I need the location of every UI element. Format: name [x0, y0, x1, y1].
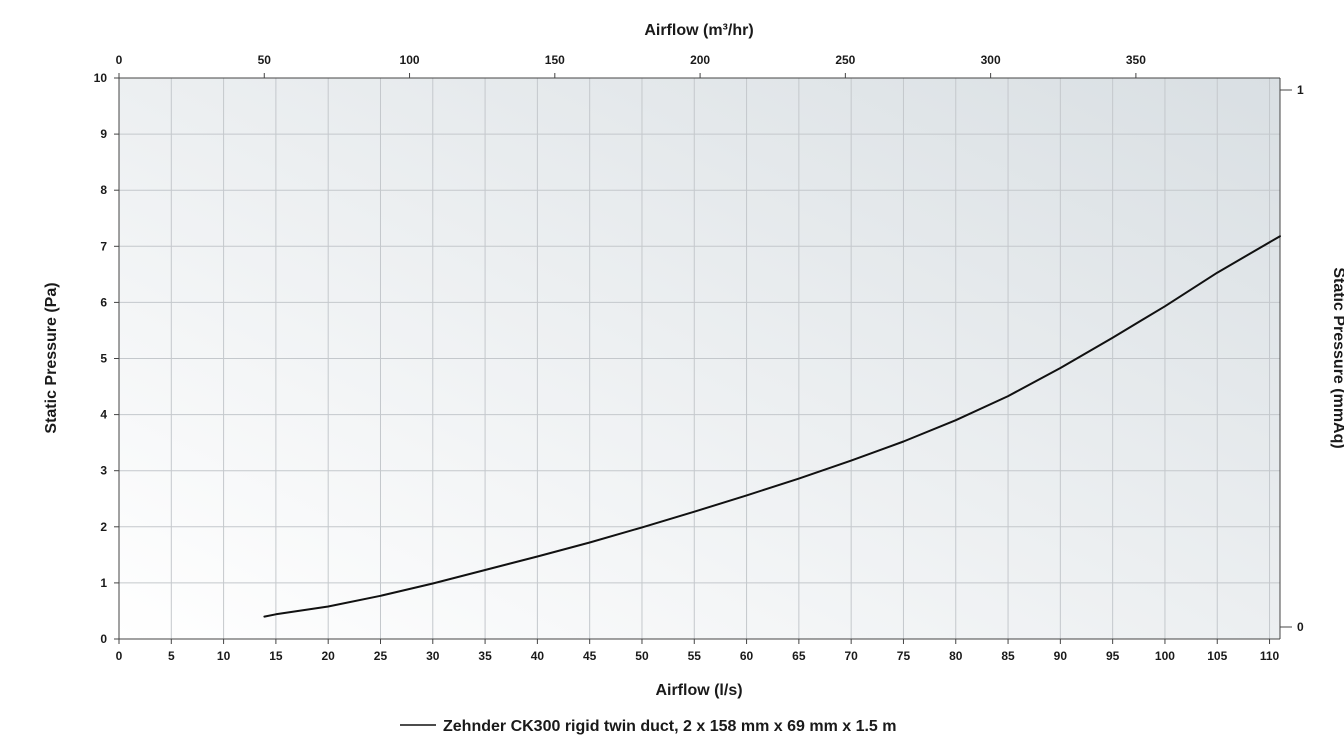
y-tick-label: 8 [100, 183, 107, 197]
y2-tick-label: 1 [1297, 83, 1304, 97]
y-tick-label: 7 [100, 239, 107, 253]
x-axis-title: Airflow (l/s) [655, 682, 742, 699]
x-tick-label: 20 [322, 649, 336, 663]
x-tick-label: 110 [1260, 649, 1280, 663]
y-tick-label: 9 [100, 127, 107, 141]
x-tick-label: 15 [269, 649, 283, 663]
y-tick-label: 1 [100, 576, 107, 590]
series-layer [263, 235, 1281, 618]
x-tick-label: 10 [217, 649, 231, 663]
x-tick-label: 55 [688, 649, 702, 663]
x2-tick-label: 0 [116, 53, 123, 67]
x-tick-label: 80 [949, 649, 963, 663]
series-line [263, 235, 1281, 618]
x-tick-label: 65 [792, 649, 806, 663]
y-axis-title: Static Pressure (Pa) [43, 282, 60, 433]
x-tick-label: 85 [1001, 649, 1015, 663]
x-tick-label: 30 [426, 649, 440, 663]
y-tick-label: 10 [94, 71, 108, 85]
x-tick-label: 70 [844, 649, 858, 663]
y-tick-label: 4 [100, 408, 107, 422]
legend-label: Zehnder CK300 rigid twin duct, 2 x 158 m… [443, 718, 897, 735]
x2-axis-title: Airflow (m³/hr) [644, 22, 753, 39]
y-tick-label: 0 [100, 632, 107, 646]
x2-tick-label: 100 [400, 53, 420, 67]
y-tick-label: 6 [100, 295, 107, 309]
x2-tick-label: 200 [690, 53, 710, 67]
x2-tick-label: 300 [981, 53, 1001, 67]
y-tick-label: 5 [100, 352, 107, 366]
x-tick-label: 5 [168, 649, 175, 663]
x-tick-label: 35 [478, 649, 492, 663]
x2-tick-label: 150 [545, 53, 565, 67]
x-tick-label: 45 [583, 649, 597, 663]
x-tick-label: 75 [897, 649, 911, 663]
x-tick-label: 90 [1054, 649, 1068, 663]
axes: 0 5 10 15 20 25 30 35 40 45 50 55 60 65 70 75 80 85 90 95 10… [94, 53, 1304, 663]
x-tick-label: 25 [374, 649, 388, 663]
y2-axis-title: Static Pressure (mmAq) [1330, 267, 1344, 448]
y2-tick-label: 0 [1297, 620, 1304, 634]
x-tick-label: 105 [1207, 649, 1227, 663]
x-tick-label: 50 [635, 649, 649, 663]
grid [118, 77, 1280, 640]
x-tick-label: 0 [116, 649, 123, 663]
y-tick-label: 2 [100, 520, 107, 534]
x-tick-label: 60 [740, 649, 754, 663]
x2-tick-label: 350 [1126, 53, 1146, 67]
x-tick-label: 100 [1155, 649, 1175, 663]
legend: Zehnder CK300 rigid twin duct, 2 x 158 m… [400, 718, 897, 735]
x2-tick-label: 50 [258, 53, 272, 67]
x-tick-label: 40 [531, 649, 545, 663]
y-tick-label: 3 [100, 464, 107, 478]
x-tick-label: 95 [1106, 649, 1120, 663]
x2-tick-label: 250 [835, 53, 855, 67]
